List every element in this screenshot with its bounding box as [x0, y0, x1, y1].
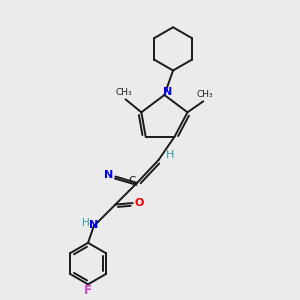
- Text: F: F: [84, 284, 92, 297]
- Text: H: H: [165, 150, 174, 160]
- Text: CH₃: CH₃: [116, 88, 132, 97]
- Text: O: O: [134, 198, 144, 208]
- Text: N: N: [89, 220, 98, 230]
- Text: N: N: [103, 170, 113, 180]
- Text: H: H: [82, 218, 90, 228]
- Text: N: N: [163, 86, 172, 97]
- Text: C: C: [128, 176, 136, 186]
- Text: CH₃: CH₃: [196, 91, 213, 100]
